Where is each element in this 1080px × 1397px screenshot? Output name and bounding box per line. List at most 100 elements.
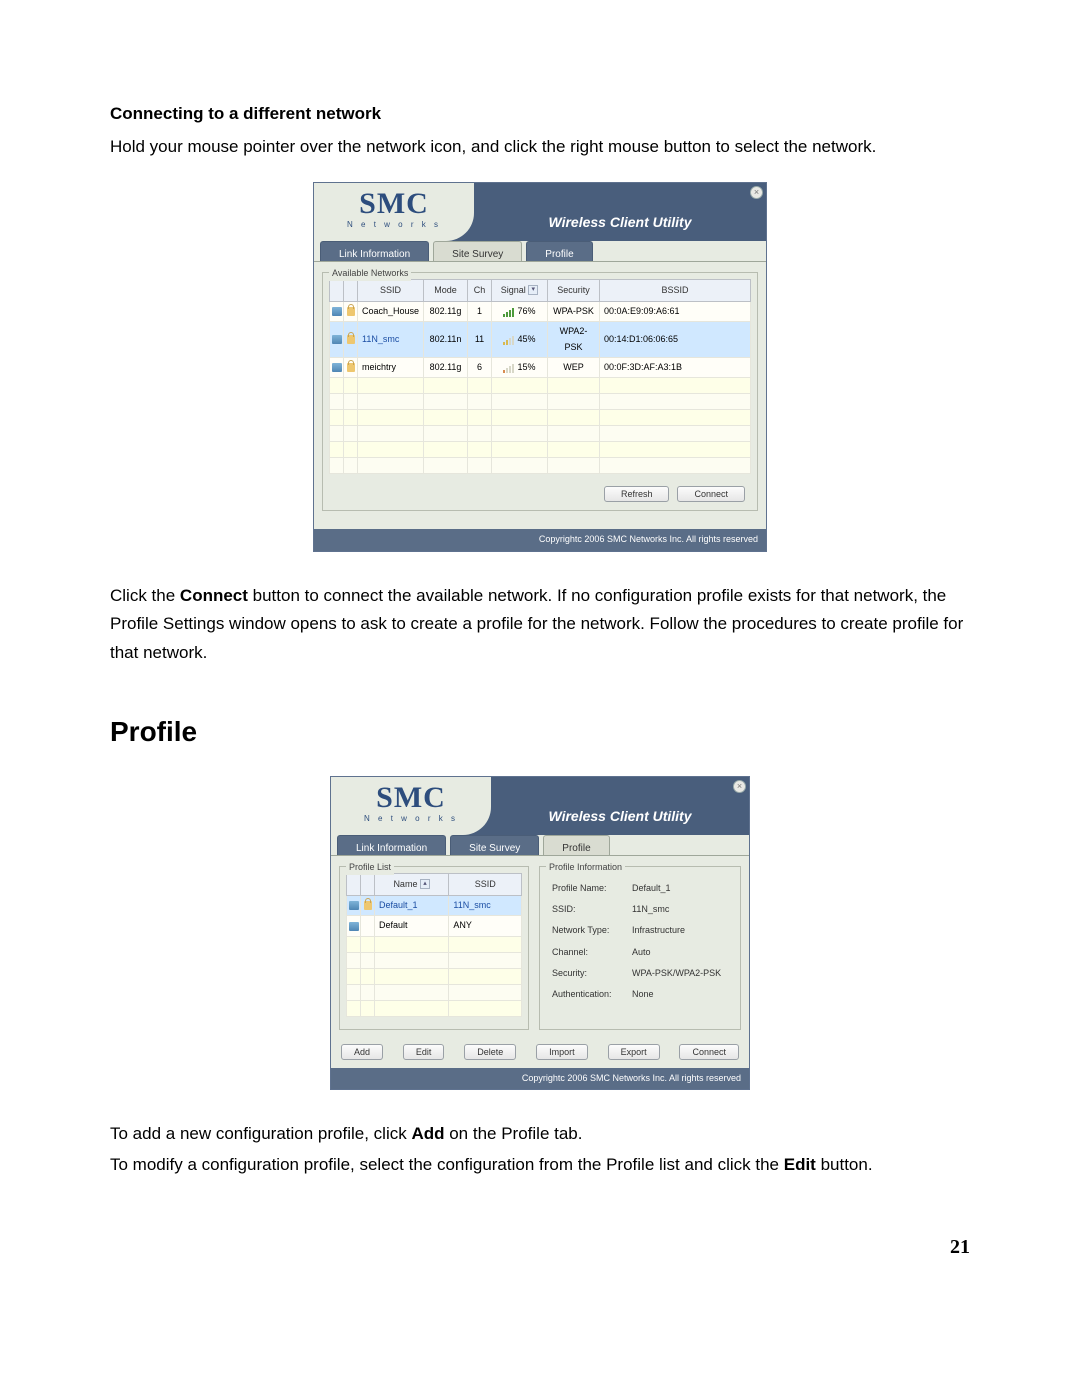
info-v-name: Default_1 <box>632 881 730 896</box>
col-signal[interactable]: Signal ▾ <box>492 279 548 301</box>
cell-signal: 45% <box>492 322 548 358</box>
profile-info-fieldset: Profile Information Profile Name:Default… <box>539 866 741 1030</box>
fieldset-legend: Profile List <box>346 860 394 875</box>
tab-site-survey[interactable]: Site Survey <box>450 835 539 855</box>
col-security[interactable]: Security <box>548 279 600 301</box>
profile-window: × SMC N e t w o r k s Wireless Client Ut… <box>330 776 750 1090</box>
tab-link-information[interactable]: Link Information <box>337 835 446 855</box>
app-footer: Copyrightc 2006 SMC Networks Inc. All ri… <box>331 1068 749 1089</box>
add-bold: Add <box>411 1124 444 1143</box>
logo-text: SMC <box>376 786 446 810</box>
table-row[interactable]: Default_111N_smc <box>347 896 522 916</box>
table-row <box>330 378 751 394</box>
cell-ssid: ANY <box>449 916 522 936</box>
table-row <box>347 984 522 1000</box>
body-text-1: Hold your mouse pointer over the network… <box>110 133 970 162</box>
info-k-nettype: Network Type: <box>552 923 632 938</box>
tab-profile[interactable]: Profile <box>526 241 592 261</box>
tab-link-information[interactable]: Link Information <box>320 241 429 261</box>
logo-subtext: N e t w o r k s <box>347 218 441 232</box>
add-button[interactable]: Add <box>341 1044 383 1060</box>
table-row[interactable]: meichtry802.11g6 15%WEP00:0F:3D:AF:A3:1B <box>330 357 751 377</box>
app-title-block: Wireless Client Utility <box>474 183 766 241</box>
cell-mode: 802.11g <box>424 357 468 377</box>
sort-icon[interactable]: ▴ <box>420 879 430 889</box>
lock-icon <box>344 322 358 358</box>
info-k-auth: Authentication: <box>552 987 632 1002</box>
col-icon2 <box>344 279 358 301</box>
tab-site-survey[interactable]: Site Survey <box>433 241 522 261</box>
edit-bold: Edit <box>784 1155 816 1174</box>
tab-profile[interactable]: Profile <box>543 835 609 855</box>
info-v-auth: None <box>632 987 730 1002</box>
cell-signal: 15% <box>492 357 548 377</box>
cell-bssid: 00:0A:E9:09:A6:61 <box>600 302 751 322</box>
lock-icon <box>361 896 375 916</box>
info-k-name: Profile Name: <box>552 881 632 896</box>
logo-text: SMC <box>359 192 429 216</box>
cell-ssid: 11N_smc <box>358 322 424 358</box>
cell-name: Default <box>375 916 449 936</box>
body-text-4: To modify a configuration profile, selec… <box>110 1151 970 1180</box>
table-row[interactable]: DefaultANY <box>347 916 522 936</box>
edit-button[interactable]: Edit <box>403 1044 445 1060</box>
cell-ssid: meichtry <box>358 357 424 377</box>
refresh-button[interactable]: Refresh <box>604 486 670 502</box>
add-prefix: To add a new configuration profile, clic… <box>110 1124 411 1143</box>
cell-security: WPA-PSK <box>548 302 600 322</box>
cell-bssid: 00:14:D1:06:06:65 <box>600 322 751 358</box>
col-ch[interactable]: Ch <box>468 279 492 301</box>
cell-ssid: Coach_House <box>358 302 424 322</box>
edit-suffix: button. <box>816 1155 873 1174</box>
info-v-channel: Auto <box>632 945 730 960</box>
table-row <box>330 394 751 410</box>
info-v-security: WPA-PSK/WPA2-PSK <box>632 966 730 981</box>
delete-button[interactable]: Delete <box>464 1044 516 1060</box>
col-icon2 <box>361 873 375 895</box>
col-ssid[interactable]: SSID <box>358 279 424 301</box>
profile-list-fieldset: Profile List Name ▴ SSID Default_111N_sm… <box>339 866 529 1030</box>
app-title: Wireless Client Utility <box>548 211 691 235</box>
app-header: × SMC N e t w o r k s Wireless Client Ut… <box>331 777 749 835</box>
cell-ch: 6 <box>468 357 492 377</box>
info-k-security: Security: <box>552 966 632 981</box>
connect-button[interactable]: Connect <box>677 486 745 502</box>
col-name[interactable]: Name ▴ <box>375 873 449 895</box>
edit-prefix: To modify a configuration profile, selec… <box>110 1155 784 1174</box>
col-bssid[interactable]: BSSID <box>600 279 751 301</box>
export-button[interactable]: Export <box>608 1044 660 1060</box>
table-row <box>347 936 522 952</box>
cell-ch: 1 <box>468 302 492 322</box>
cell-security: WEP <box>548 357 600 377</box>
table-row[interactable]: 11N_smc802.11n11 45%WPA2-PSK00:14:D1:06:… <box>330 322 751 358</box>
app-title-block: Wireless Client Utility <box>491 777 749 835</box>
laptop-icon <box>330 302 344 322</box>
app-footer: Copyrightc 2006 SMC Networks Inc. All ri… <box>314 529 766 550</box>
sort-icon[interactable]: ▾ <box>528 285 538 295</box>
col-icon1 <box>330 279 344 301</box>
table-row <box>330 410 751 426</box>
connect-prefix: Click the <box>110 586 180 605</box>
survey-body: Available Networks SSID Mode Ch Signal ▾… <box>314 261 766 529</box>
table-row[interactable]: Coach_House802.11g1 76%WPA-PSK00:0A:E9:0… <box>330 302 751 322</box>
cell-ch: 11 <box>468 322 492 358</box>
heading-profile: Profile <box>110 708 970 756</box>
table-row <box>330 442 751 458</box>
laptop-icon <box>347 896 361 916</box>
laptop-icon <box>330 357 344 377</box>
logo-block: SMC N e t w o r k s <box>314 183 474 241</box>
col-mode[interactable]: Mode <box>424 279 468 301</box>
lock-icon <box>344 357 358 377</box>
fieldset-legend: Available Networks <box>329 266 411 281</box>
add-suffix: on the Profile tab. <box>445 1124 583 1143</box>
import-button[interactable]: Import <box>536 1044 588 1060</box>
col-ssid[interactable]: SSID <box>449 873 522 895</box>
table-header-row: Name ▴ SSID <box>347 873 522 895</box>
info-v-nettype: Infrastructure <box>632 923 730 938</box>
cell-security: WPA2-PSK <box>548 322 600 358</box>
tab-row: Link Information Site Survey Profile <box>331 835 749 855</box>
table-row <box>347 968 522 984</box>
lock-icon <box>361 916 375 936</box>
connect-button[interactable]: Connect <box>679 1044 739 1060</box>
logo-subtext: N e t w o r k s <box>364 812 458 826</box>
